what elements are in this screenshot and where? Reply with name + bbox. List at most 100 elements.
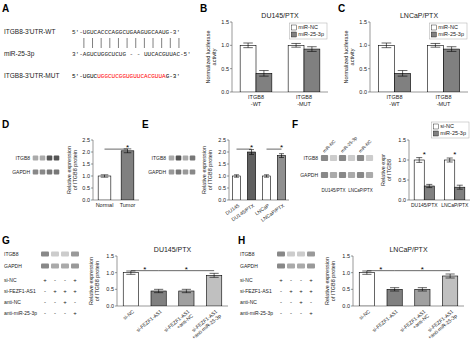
- text-line: 0.5: [82, 185, 90, 191]
- error-bar-cap: [431, 43, 441, 44]
- treatment-label: si-NC: [4, 277, 17, 283]
- text-line: -: [44, 299, 46, 305]
- error-bar: [307, 47, 317, 52]
- blot-band: [40, 156, 46, 161]
- text-line: *: [280, 143, 283, 152]
- blot-band: [41, 264, 49, 269]
- error-bar-stem: [449, 158, 450, 162]
- text-line: Normalized luciferase: [343, 31, 349, 84]
- treatment-sign: +: [73, 310, 77, 316]
- error-bar: [398, 71, 408, 77]
- text-line: anti-NC: [4, 299, 21, 305]
- treatment-sign: +: [289, 288, 293, 294]
- text-line: H: [238, 235, 245, 246]
- blot-band: [321, 155, 328, 161]
- sequence-label: miR-25-3p: [4, 50, 35, 58]
- text-line: -: [300, 277, 302, 283]
- error-bar-cap: [259, 76, 269, 77]
- treatment-sign: -: [290, 299, 292, 305]
- sequence-panel: AITGB8-3'UTR-WT5'-UGUCACCCAGGCUGAAGUGCAA…: [2, 3, 191, 80]
- x-tick-label: si-FEZF1-AS1: [371, 308, 399, 333]
- text-line: +: [289, 288, 293, 294]
- blot-band: [40, 170, 46, 175]
- text-line: -: [54, 310, 56, 316]
- sequence-label: ITGB8-3'UTR-WT: [4, 28, 55, 35]
- blot-column-label: miR-NC: [322, 138, 337, 153]
- bar: [414, 160, 424, 200]
- error-bar-cap: [154, 292, 163, 293]
- text-line: ITGB8: [4, 251, 19, 257]
- legend-frame: [289, 23, 327, 39]
- error-bar: [418, 288, 427, 291]
- text-line: Normal: [96, 202, 114, 208]
- error-bar-stem: [248, 43, 249, 48]
- panel-letter: D: [2, 119, 9, 130]
- error-bar: [362, 271, 371, 274]
- text-line: 0.0: [342, 303, 350, 309]
- text-line: C: [338, 3, 345, 14]
- y-axis-label: Relative expressionof ITGB8 protein: [88, 257, 100, 305]
- significance-star: *: [126, 143, 129, 152]
- bar: [442, 276, 457, 306]
- error-bar: [154, 289, 163, 292]
- text-line: DU145/PTX: [321, 188, 345, 193]
- text-line: DU145/PTX: [230, 202, 256, 223]
- text-line: +: [299, 288, 303, 294]
- y-axis: [409, 140, 410, 200]
- blot-band: [51, 252, 59, 257]
- blot-band: [366, 155, 373, 161]
- text-line: 1.0: [342, 270, 350, 276]
- bar: [277, 156, 285, 200]
- blot-band: [287, 252, 295, 257]
- treatment-sign: -: [280, 288, 282, 294]
- error-bar-cap: [243, 47, 253, 48]
- error-bar-cap: [447, 162, 453, 163]
- y-tick-label: 1.5: [342, 253, 350, 259]
- text-line: 1.5: [342, 253, 350, 259]
- text-line: -: [300, 310, 302, 316]
- text-line: 1.0: [398, 157, 406, 163]
- x-tick-label: si-FEZF1-AS1+anti-NC: [162, 308, 194, 338]
- error-bar: [182, 289, 191, 292]
- binding-line: [153, 38, 154, 48]
- significance-star: *: [453, 150, 456, 159]
- text-line: miR-NC: [358, 138, 373, 153]
- text-line: LNCaP/PTX: [400, 12, 438, 19]
- blot-band: [169, 156, 175, 161]
- error-bar-stem: [366, 271, 367, 274]
- error-bar: [234, 175, 239, 177]
- figure: AITGB8-3'UTR-WT5'-UGUCACCCAGGCUGAAGUGCAA…: [0, 0, 474, 358]
- y-tick-label: 1.5: [359, 19, 367, 25]
- blot-band: [348, 172, 355, 178]
- y-axis: [232, 22, 233, 92]
- bar: [378, 45, 394, 92]
- error-bar-stem: [311, 47, 312, 52]
- error-bar: [431, 43, 441, 47]
- text-line: miR-NC: [322, 138, 337, 153]
- text-line: -: [290, 310, 292, 316]
- y-tick-label: 1.5: [106, 253, 114, 259]
- treatment-sign: -: [290, 277, 292, 283]
- text-line: B: [200, 3, 207, 14]
- text-line: 1.0: [106, 270, 114, 276]
- y-tick-label: 0.5: [106, 286, 114, 292]
- treatment-sign: +: [63, 299, 67, 305]
- title: LNCaP/PTX: [400, 12, 438, 19]
- text-line: activity: [349, 48, 355, 65]
- treatment-sign: -: [280, 310, 282, 316]
- blot-band: [61, 264, 69, 269]
- y-axis: [370, 22, 371, 92]
- text-line: 0.5: [398, 177, 406, 183]
- blot-row-label: ITGB8: [16, 155, 31, 161]
- error-bar-cap: [279, 153, 284, 154]
- x-tick-label: DU145/PTX: [230, 202, 256, 223]
- treatment-sign: -: [54, 299, 56, 305]
- plot-area: [359, 271, 458, 306]
- text-line: 1.5: [106, 253, 114, 259]
- sequence-part: 5'-UGUCACCCAGGCUGAAGUGCAAUG-3': [72, 29, 180, 36]
- text-line: -WT: [251, 101, 262, 107]
- text-line: miR-25-3p: [438, 31, 464, 37]
- panel-letter: E: [142, 119, 149, 130]
- blot-row-label: ITGB8: [4, 251, 19, 257]
- error-bar-cap: [447, 51, 457, 52]
